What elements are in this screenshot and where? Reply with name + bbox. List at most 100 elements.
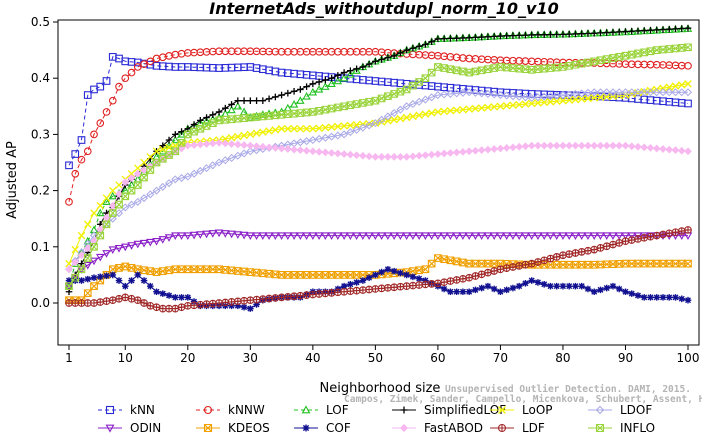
data-point-fastabod [615,141,624,150]
data-point-fastabod [521,142,530,151]
data-point-ldof [508,92,517,101]
data-point-ldf [190,301,198,310]
data-point-simplifiedlof [578,30,586,37]
data-point-cof [365,274,373,282]
data-point-ldof [196,166,205,175]
data-point-cof [678,295,686,303]
data-point-ldf [371,285,380,293]
data-point-simplifiedlof [622,28,629,35]
data-point-simplifiedlof [297,86,304,93]
x-tick-label: 50 [368,351,383,365]
data-point-odin [239,231,249,240]
data-point-odin [539,232,549,240]
data-point-cof [590,288,598,296]
data-point-simplifiedlof [397,49,404,57]
data-point-loop [102,194,111,202]
data-point-ldof [183,172,192,181]
data-point-odin [546,232,555,240]
data-point-ldf [440,278,449,286]
data-point-knn [65,161,73,170]
data-point-ldf [384,284,392,292]
data-point-simplifiedlof [553,31,560,38]
data-point-simplifiedlof [503,32,510,40]
data-point-cof [353,279,360,286]
data-point-ldf [559,251,567,259]
data-point-loop [665,83,674,91]
data-point-cof [634,292,642,299]
data-point-cof [372,271,379,279]
data-point-cof [622,288,629,296]
data-point-loop [684,80,692,88]
data-point-loop [552,97,561,106]
data-point-fastabod [490,145,499,153]
data-point-fastabod [590,141,599,150]
legend-label-ldf: LDF [522,421,545,434]
data-point-odin [346,232,355,240]
data-point-inflo [133,181,142,189]
data-point-ldf [684,226,692,234]
data-point-ldf [321,289,330,298]
data-point-ldf [515,262,524,270]
data-point-odin [96,253,105,262]
data-point-odin [358,232,368,240]
legend-item-ldof: LDOF [588,403,652,417]
data-point-odin [427,232,436,240]
data-point-ldof [633,88,642,97]
data-point-inflo [233,114,242,123]
data-point-ldof [621,88,630,97]
data-point-inflo [146,166,155,174]
data-point-simplifiedlof [372,58,379,65]
series-ldof [64,88,693,274]
data-point-simplifiedlof [640,27,648,34]
data-point-knnw [71,169,80,178]
data-point-ldf [552,253,561,261]
data-point-cof [90,274,98,282]
data-point-ldf [108,296,117,304]
data-point-ldof [440,90,449,99]
data-point-odin [471,232,480,240]
data-point-odin [402,232,411,240]
data-point-ldof [533,93,542,102]
data-point-cof [415,275,423,282]
data-point-fastabod [627,142,636,151]
data-point-inflo [465,68,474,77]
data-point-loop [221,135,230,143]
data-point-cof [96,273,104,281]
data-point-inflo [409,81,417,90]
data-point-inflo [140,173,148,182]
data-point-inflo [340,102,348,111]
data-point-loop [477,104,486,112]
data-point-fastabod [546,141,555,150]
data-point-ldof [627,88,636,97]
data-point-inflo [540,64,549,73]
series-odin [64,229,693,291]
data-point-cof [684,296,692,304]
data-point-fastabod [477,146,486,155]
data-point-odin [296,232,305,240]
data-point-ldof [152,186,161,195]
data-point-simplifiedlof [272,93,279,101]
data-point-ldf [221,298,230,307]
data-point-ldf [596,244,605,252]
data-point-fastabod [471,146,480,155]
data-point-cof [153,288,160,296]
data-point-simplifiedlof [390,52,398,60]
data-point-ldf [471,272,480,280]
data-point-fastabod [371,153,380,161]
data-point-ldof [415,97,424,106]
data-point-fastabod [402,153,411,161]
data-point-fastabod [340,150,348,158]
data-point-cof [78,277,85,284]
data-point-cof [184,294,192,301]
data-point-fastabod [434,150,442,158]
data-point-inflo [308,108,317,116]
data-point-inflo [671,44,680,53]
data-point-inflo [165,151,173,159]
data-point-ldf [327,289,336,297]
data-point-ldof [121,203,130,212]
data-point-simplifiedlof [384,54,392,61]
data-point-ldf [102,297,111,305]
data-point-loop [271,126,280,134]
data-point-ldof [140,194,149,203]
data-point-loop [234,132,242,141]
